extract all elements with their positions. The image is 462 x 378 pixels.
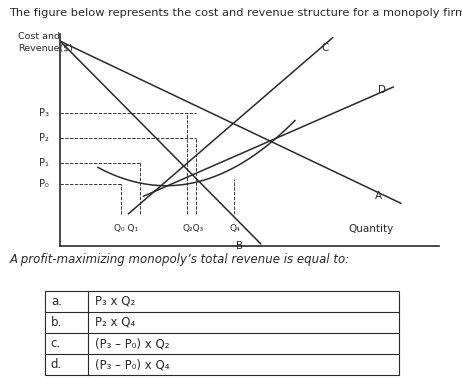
- Text: Q₂Q₃: Q₂Q₃: [182, 224, 203, 232]
- Text: (P₃ – P₀) x Q₂: (P₃ – P₀) x Q₂: [95, 337, 170, 350]
- Text: B: B: [236, 241, 243, 251]
- Text: c.: c.: [51, 337, 61, 350]
- Text: A: A: [375, 191, 382, 201]
- Text: P₃ x Q₂: P₃ x Q₂: [95, 295, 135, 308]
- Text: The figure below represents the cost and revenue structure for a monopoly firm.: The figure below represents the cost and…: [9, 8, 462, 17]
- Text: P₂: P₂: [39, 133, 49, 143]
- Text: A profit-maximizing monopoly’s total revenue is equal to:: A profit-maximizing monopoly’s total rev…: [9, 253, 349, 266]
- Text: P₂ x Q₄: P₂ x Q₄: [95, 316, 135, 329]
- Text: b.: b.: [51, 316, 62, 329]
- Text: D: D: [378, 85, 386, 96]
- Text: (P₃ – P₀) x Q₄: (P₃ – P₀) x Q₄: [95, 358, 170, 371]
- Text: Q₄: Q₄: [229, 224, 240, 232]
- Text: Q₀ Q₁: Q₀ Q₁: [114, 224, 139, 232]
- Bar: [45, 291, 399, 375]
- Text: Cost and
Revenue($): Cost and Revenue($): [18, 32, 73, 52]
- Text: Quantity: Quantity: [348, 224, 394, 234]
- Text: P₃: P₃: [39, 108, 49, 118]
- Text: a.: a.: [51, 295, 62, 308]
- Text: d.: d.: [51, 358, 62, 371]
- Text: P₁: P₁: [39, 158, 49, 168]
- Text: P₀: P₀: [39, 179, 49, 189]
- Text: C: C: [322, 43, 329, 53]
